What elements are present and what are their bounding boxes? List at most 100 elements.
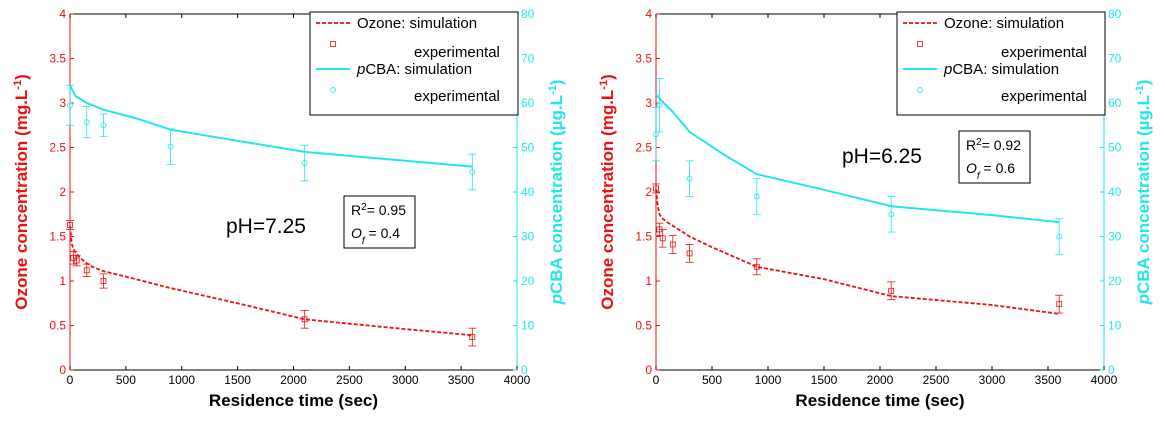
pcba-experimental-point <box>888 211 895 218</box>
x-tick-label: 500 <box>702 373 722 387</box>
left-y-tick-label: 0 <box>645 363 652 377</box>
x-tick-label: 3000 <box>979 373 1006 387</box>
right-y-tick-label: 30 <box>1108 230 1122 244</box>
right-y-tick-label: 20 <box>1108 274 1122 288</box>
pcba-experimental-point <box>753 193 760 200</box>
series-1 <box>652 183 1064 314</box>
pcba-experimental-point <box>167 143 174 150</box>
right-y-tick-label: 0 <box>1108 363 1115 377</box>
right-y-tick-label: 10 <box>521 319 535 333</box>
ozone-simulation-line <box>69 225 473 337</box>
pcba-experimental-point <box>83 119 90 126</box>
ozone-experimental-point <box>469 334 476 340</box>
left-y-axis-label: Ozone concentration (mg.L-1) <box>598 74 617 310</box>
pcba-experimental-point <box>469 169 476 175</box>
x-tick-label: 3500 <box>1035 373 1062 387</box>
left-y-tick-label: 3 <box>645 96 652 110</box>
left-y-tick-label: 4 <box>59 7 66 21</box>
legend-ozone-exp-marker <box>917 41 923 47</box>
left-y-tick-label: 4 <box>645 7 652 21</box>
right-y-tick-label: 0 <box>521 363 528 377</box>
pcba-experimental-point <box>1056 233 1063 240</box>
of-value: Of = 0.4 <box>351 225 400 247</box>
x-tick-label: 4000 <box>1091 373 1118 387</box>
legend-ozone-simulation: Ozone: simulation <box>944 15 1064 32</box>
x-axis-label: Residence time (sec) <box>209 391 378 410</box>
right-y-tick-label: 30 <box>521 230 535 244</box>
legend-pcba-simulation: pCBA: simulation <box>356 61 472 78</box>
series-1 <box>66 220 477 347</box>
x-tick-label: 2000 <box>280 373 307 387</box>
chart-panel-2: 0 500 1000 1500 2000 2500 3000 3500 400000.511.5… <box>598 7 1153 410</box>
ph-annotation: pH=6.25 <box>842 145 922 168</box>
x-tick-label: 0 <box>67 373 74 387</box>
legend-ozone-simulation: Ozone: simulation <box>357 15 477 32</box>
pcba-experimental-point <box>686 175 693 182</box>
left-y-tick-label: 0 <box>59 363 66 377</box>
x-tick-label: 1500 <box>224 373 251 387</box>
r2-value: R2= 0.95 <box>351 202 406 219</box>
right-y-tick-label: 40 <box>1108 185 1122 199</box>
series-2 <box>655 93 1060 224</box>
right-y-tick-label: 70 <box>1108 52 1122 66</box>
left-y-tick-label: 1 <box>59 274 66 288</box>
series-0 <box>655 189 1060 315</box>
right-y-tick-label: 20 <box>521 274 535 288</box>
legend-pcba-experimental: experimental <box>414 88 500 105</box>
right-y-tick-label: 50 <box>521 141 535 155</box>
right-y-axis-label: pCBA concentration (µg.L-1) <box>547 80 566 306</box>
right-y-tick-label: 40 <box>521 185 535 199</box>
ozone-experimental-point <box>301 316 308 323</box>
x-tick-label: 2000 <box>867 373 894 387</box>
pcba-simulation-line <box>69 84 473 168</box>
ozone-experimental-point <box>659 235 666 242</box>
x-tick-label: 1500 <box>811 373 838 387</box>
right-y-tick-label: 70 <box>521 52 535 66</box>
series-3 <box>652 78 1064 255</box>
left-y-tick-label: 0.5 <box>635 319 652 333</box>
series-3 <box>66 84 477 191</box>
of-value: Of = 0.6 <box>966 160 1015 182</box>
left-y-axis-label: Ozone concentration (mg.L-1) <box>12 74 31 310</box>
pcba-experimental-point <box>67 102 73 109</box>
stats-box: R2= 0.95 Of = 0.4 <box>343 195 416 249</box>
stats-box-frame <box>343 195 416 249</box>
ozone-experimental-point <box>653 185 659 192</box>
left-y-tick-label: 0.5 <box>49 319 66 333</box>
left-y-tick-label: 2 <box>645 185 652 199</box>
legend-ozone-experimental: experimental <box>1001 44 1087 61</box>
right-y-tick-label: 80 <box>521 7 535 21</box>
legend-box <box>309 11 519 116</box>
legend-box <box>896 11 1106 116</box>
x-axis-label: Residence time (sec) <box>795 391 964 410</box>
ozone-experimental-point <box>888 287 895 294</box>
x-tick-label: 2500 <box>336 373 363 387</box>
legend-pcba-simulation: pCBA: simulation <box>943 61 1059 78</box>
right-y-axis-label: pCBA concentration (µg.L-1) <box>1134 80 1153 306</box>
right-y-tick-label: 60 <box>521 96 535 110</box>
legend-ozone-exp-marker <box>330 41 336 47</box>
series-2 <box>69 84 473 168</box>
left-y-tick-label: 1.5 <box>635 230 652 244</box>
left-y-tick-label: 3 <box>59 96 66 110</box>
ozone-experimental-point <box>1056 301 1063 308</box>
pcba-experimental-point <box>301 160 308 166</box>
ozone-experimental-point <box>669 241 676 248</box>
stats-box-frame <box>958 130 1031 184</box>
stats-box: R2= 0.92 Of = 0.6 <box>958 130 1031 184</box>
pcba-experimental-point <box>100 122 107 129</box>
left-y-tick-label: 3.5 <box>49 52 66 66</box>
ozone-experimental-point <box>753 263 760 270</box>
x-tick-label: 0 <box>653 373 660 387</box>
chart-panel-1: 0 500 1000 1500 2000 2500 3000 3500 400000.511.5… <box>12 7 566 410</box>
left-y-tick-label: 3.5 <box>635 52 652 66</box>
right-y-tick-label: 80 <box>1108 7 1122 21</box>
r2-value: R2= 0.92 <box>966 137 1021 154</box>
ph-annotation: pH=7.25 <box>226 215 306 238</box>
x-tick-label: 3000 <box>392 373 419 387</box>
legend: Ozone: simulation experimental pCBA: simul… <box>309 11 519 116</box>
x-tick-label: 3500 <box>448 373 475 387</box>
legend-pcba-exp-marker <box>917 87 923 93</box>
